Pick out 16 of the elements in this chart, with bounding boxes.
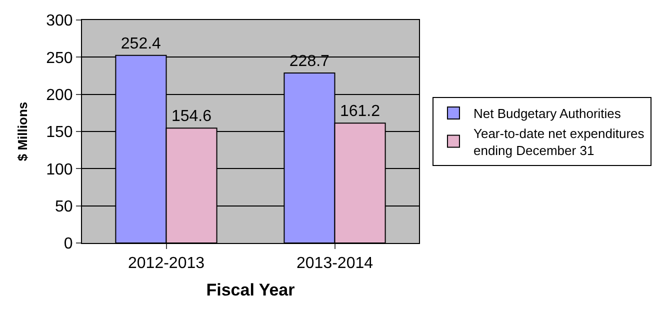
y-tick-label: 250 bbox=[46, 50, 73, 67]
y-axis-title: $ Millions bbox=[15, 102, 30, 162]
legend-label: Year-to-date net expenditures ending December 31 bbox=[473, 126, 645, 158]
y-tick-label: 0 bbox=[64, 236, 73, 253]
y-tick-label: 50 bbox=[55, 198, 73, 216]
data-label: 252.4 bbox=[120, 35, 162, 52]
y-tick-label: 150 bbox=[46, 124, 73, 142]
legend-label: Net Budgetary Authorities bbox=[473, 106, 622, 122]
x-axis-title: Fiscal Year bbox=[206, 280, 296, 300]
data-label: 161.2 bbox=[340, 103, 380, 120]
x-tick-label: 2012-2013 bbox=[128, 255, 205, 272]
x-tick-label: 2013-2014 bbox=[296, 255, 374, 272]
y-tick-label: 100 bbox=[46, 161, 73, 178]
y-tick-label: 300 bbox=[46, 12, 73, 30]
y-tick-label: 200 bbox=[46, 86, 73, 104]
data-label: 154.6 bbox=[171, 108, 212, 126]
